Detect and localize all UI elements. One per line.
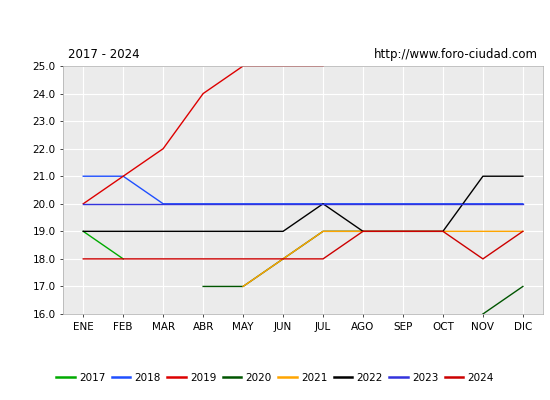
Text: http://www.foro-ciudad.com: http://www.foro-ciudad.com (374, 48, 538, 61)
Legend: 2017, 2018, 2019, 2020, 2021, 2022, 2023, 2024: 2017, 2018, 2019, 2020, 2021, 2022, 2023… (52, 369, 498, 387)
Text: Evolucion num de emigrantes en Isábena: Evolucion num de emigrantes en Isábena (108, 13, 442, 29)
Text: 2017 - 2024: 2017 - 2024 (68, 48, 140, 61)
